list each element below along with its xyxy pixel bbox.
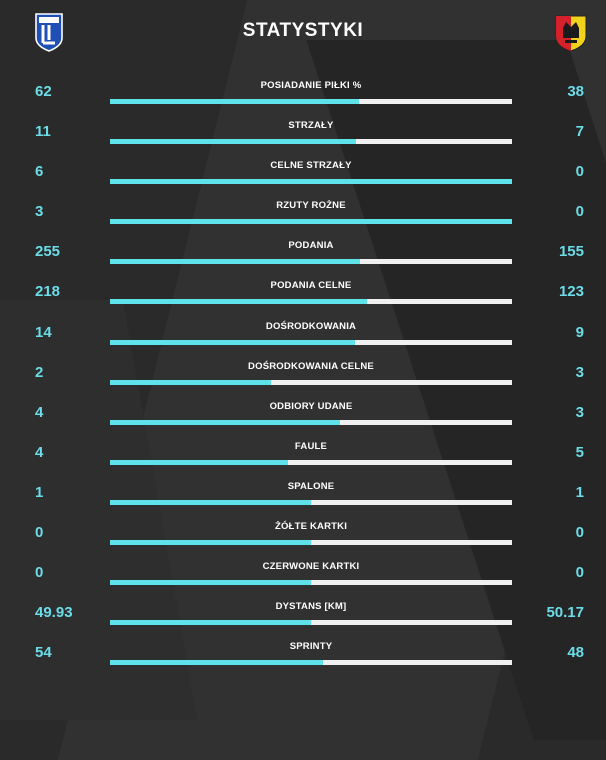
away-value: 0 — [575, 163, 584, 181]
away-value: 50.17 — [546, 604, 584, 622]
lech-poznan-crest-icon — [35, 13, 63, 52]
home-value: 62 — [35, 83, 52, 100]
stat-row: 255 PODANIA 155 — [0, 230, 606, 270]
home-value: 1 — [35, 483, 44, 501]
stat-label: ODBIORY UDANE — [269, 400, 353, 412]
stat-label: FAULE — [294, 440, 328, 452]
stat-label: DYSTANS [KM] — [275, 601, 347, 613]
stats-header: STATYSTYKI — [0, 0, 606, 64]
comparison-bar — [110, 660, 512, 666]
comparison-bar — [110, 540, 512, 546]
away-value: 5 — [575, 443, 584, 461]
home-share-fill — [110, 99, 360, 104]
home-share-fill — [110, 459, 289, 465]
away-value: 0 — [575, 203, 584, 221]
home-share-fill — [110, 620, 311, 626]
away-value: 1 — [575, 483, 584, 501]
stat-row: 14 DOŚRODKOWANIA 9 — [0, 311, 606, 351]
comparison-bar — [110, 339, 512, 345]
stat-row: 62 POSIADANIE PIŁKI % 38 — [0, 70, 606, 110]
away-value: 3 — [575, 403, 584, 421]
home-value: 11 — [35, 123, 51, 141]
away-value: 9 — [575, 323, 584, 341]
home-value: 4 — [35, 403, 44, 421]
stat-row: 1 SPALONE 1 — [0, 471, 606, 511]
stat-label: ŻÓŁTE KARTKI — [274, 521, 348, 533]
away-value: 155 — [558, 243, 584, 261]
home-share-fill — [110, 580, 311, 586]
home-value: 0 — [35, 524, 44, 542]
stat-label: PODANIA CELNE — [270, 280, 352, 292]
stat-row: 4 FAULE 5 — [0, 431, 606, 471]
home-share-fill — [110, 179, 512, 185]
comparison-bar — [110, 620, 512, 626]
stat-label: PODANIA — [288, 240, 334, 252]
stat-row: 3 RZUTY ROŻNE 0 — [0, 190, 606, 230]
home-value: 49.93 — [35, 604, 73, 622]
stat-row: 6 CELNE STRZAŁY 0 — [0, 150, 606, 190]
home-value: 4 — [35, 443, 44, 461]
away-value: 7 — [575, 123, 584, 141]
home-share-fill — [110, 419, 340, 425]
home-share-fill — [110, 259, 361, 265]
stat-label: CELNE STRZAŁY — [270, 160, 352, 172]
stat-row: 0 CZERWONE KARTKI 0 — [0, 551, 606, 591]
stat-row: 2 DOŚRODKOWANIA CELNE 3 — [0, 351, 606, 391]
home-share-fill — [110, 139, 356, 145]
stat-label: CZERWONE KARTKI — [262, 561, 360, 573]
away-value: 123 — [558, 283, 584, 301]
home-share-fill — [110, 660, 323, 666]
stat-label: DOŚRODKOWANIA — [265, 320, 357, 332]
stat-row: 4 ODBIORY UDANE 3 — [0, 391, 606, 431]
home-value: 218 — [35, 283, 61, 301]
home-value: 2 — [35, 363, 44, 381]
comparison-bar — [110, 99, 512, 104]
stat-row: 11 STRZAŁY 7 — [0, 110, 606, 150]
home-share-fill — [110, 540, 311, 546]
home-value: 3 — [35, 203, 44, 221]
stat-label: RZUTY ROŻNE — [276, 200, 346, 212]
away-value: 48 — [567, 644, 584, 662]
comparison-bar — [110, 219, 512, 225]
home-value: 54 — [35, 644, 52, 662]
away-value: 38 — [567, 83, 584, 100]
stat-row: 54 SPRINTY 48 — [0, 631, 606, 671]
away-value: 0 — [575, 524, 584, 542]
home-value: 6 — [35, 163, 44, 181]
korona-kielce-crest-icon — [555, 15, 587, 52]
home-share-fill — [110, 299, 367, 305]
home-value: 0 — [35, 564, 44, 582]
home-share-fill — [110, 219, 512, 225]
comparison-bar — [110, 459, 512, 465]
stats-list: 62 POSIADANIE PIŁKI % 38 11 STRZAŁY 7 6 CELNE S… — [0, 70, 606, 671]
stat-label: DOŚRODKOWANIA CELNE — [248, 360, 374, 372]
comparison-bar — [110, 419, 512, 425]
home-share-fill — [110, 379, 271, 385]
comparison-bar — [110, 179, 512, 185]
away-value: 3 — [575, 363, 584, 381]
comparison-bar — [110, 259, 512, 265]
home-share-fill — [110, 499, 311, 505]
stat-row: 49.93 DYSTANS [KM] 50.17 — [0, 591, 606, 631]
page-title: STATYSTYKI — [242, 20, 364, 41]
comparison-bar — [110, 299, 512, 305]
home-share-fill — [110, 339, 355, 345]
comparison-bar — [110, 580, 512, 586]
comparison-bar — [110, 499, 512, 505]
stat-row: 0 ŻÓŁTE KARTKI 0 — [0, 511, 606, 551]
stat-label: SPRINTY — [289, 641, 333, 653]
stat-label: SPALONE — [287, 480, 335, 492]
stat-row: 218 PODANIA CELNE 123 — [0, 270, 606, 310]
stat-label: POSIADANIE PIŁKI % — [260, 80, 362, 91]
home-value: 14 — [35, 323, 52, 341]
comparison-bar — [110, 379, 512, 385]
comparison-bar — [110, 139, 512, 145]
away-value: 0 — [575, 564, 584, 582]
stat-label: STRZAŁY — [288, 120, 334, 132]
home-value: 255 — [35, 243, 61, 261]
